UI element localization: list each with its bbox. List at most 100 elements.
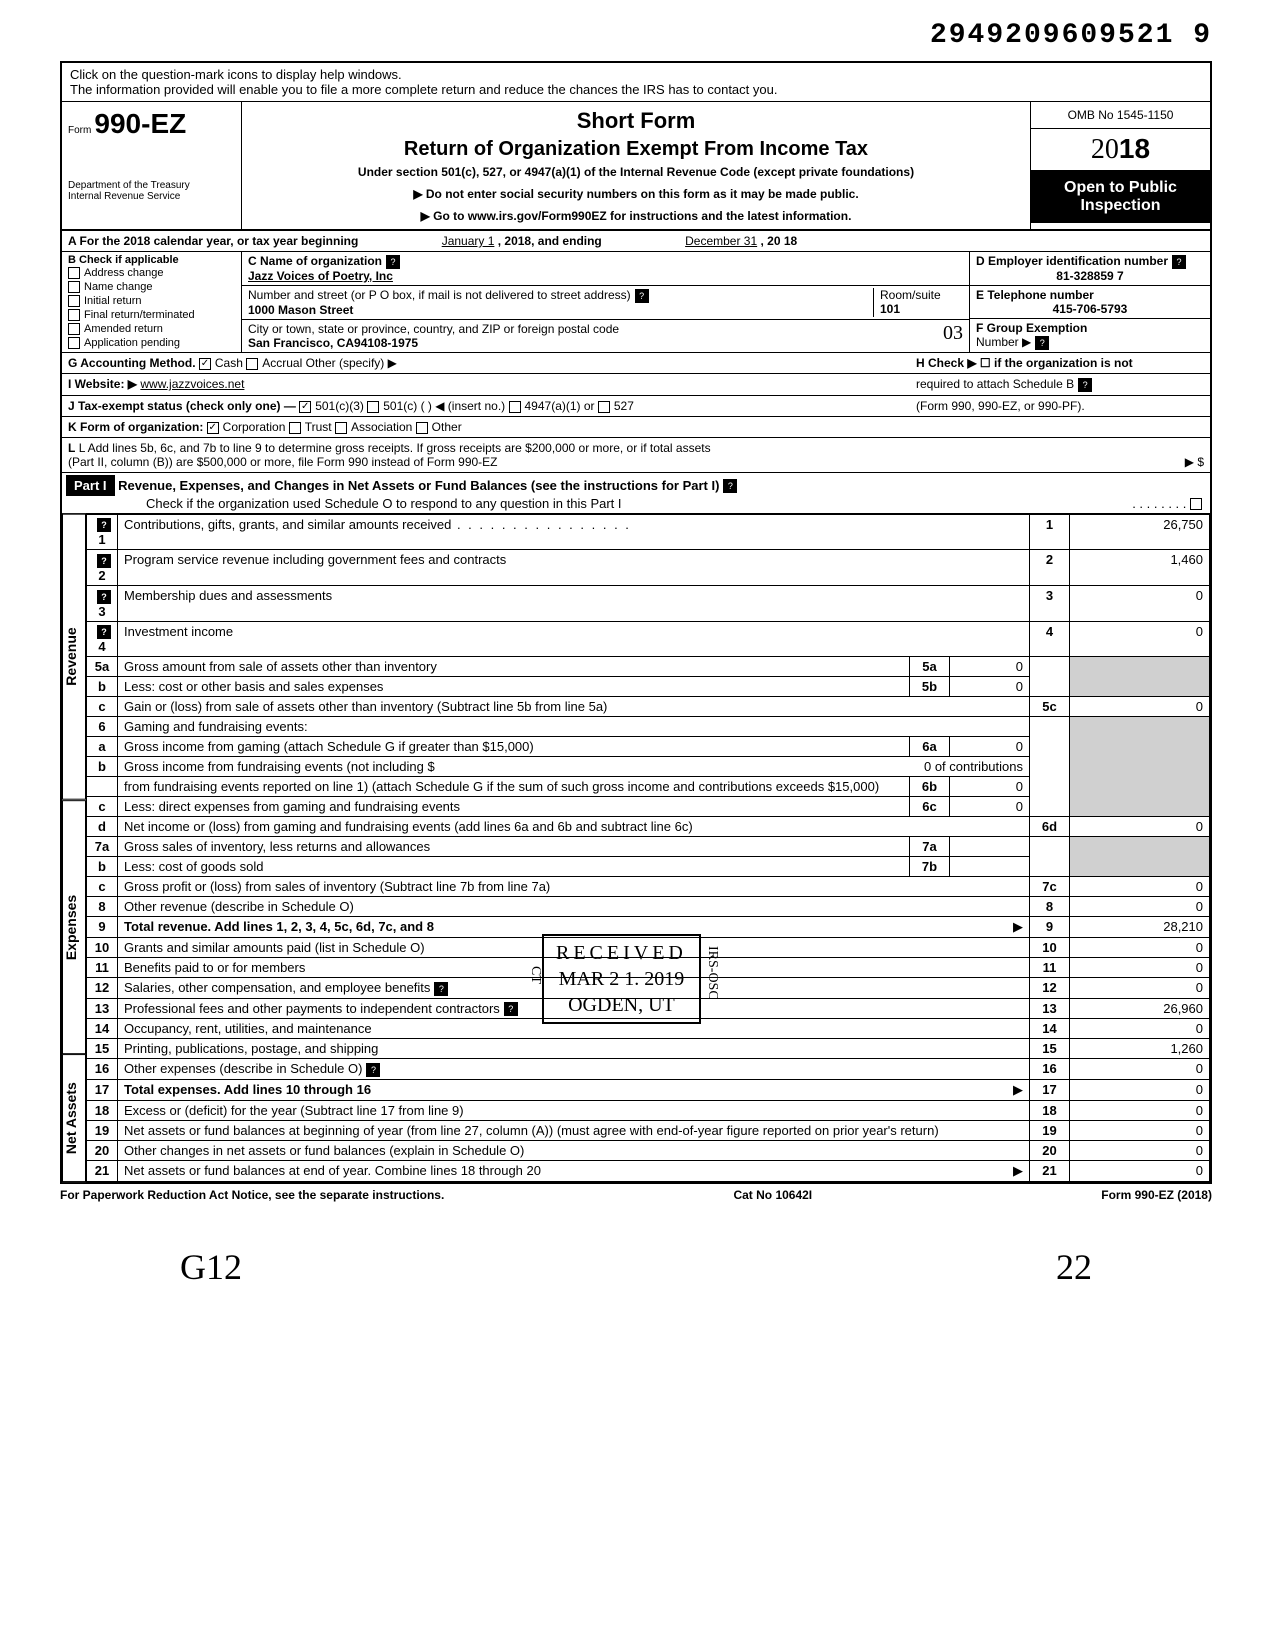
help-icon[interactable]: ? [386, 255, 400, 269]
cash-checkbox[interactable] [199, 358, 211, 370]
line17-val: 0 [1070, 1079, 1210, 1100]
line4-label: Investment income [124, 624, 233, 639]
phone-value: 415-706-5793 [976, 302, 1204, 316]
line6b-pre: Gross income from fundraising events (no… [124, 759, 435, 774]
form-number: 990-EZ [94, 108, 186, 139]
website-value: www.jazzvoices.net [140, 377, 244, 391]
expenses-side-label: Expenses [62, 800, 86, 1054]
received-stamp: RECEIVED MAR 2 1. 2019 OGDEN, UT IRS-OSC… [542, 934, 701, 1024]
527-checkbox[interactable] [598, 401, 610, 413]
final-return-checkbox[interactable] [68, 309, 80, 321]
j-501c: 501(c) ( [383, 399, 424, 413]
address-change-checkbox[interactable] [68, 267, 80, 279]
line15-val: 1,260 [1070, 1039, 1210, 1059]
assoc-checkbox[interactable] [335, 422, 347, 434]
line3-label: Membership dues and assessments [124, 588, 332, 603]
help-icon[interactable]: ? [635, 289, 649, 303]
other-checkbox[interactable] [416, 422, 428, 434]
line-a-label: A For the 2018 calendar year, or tax yea… [68, 234, 358, 248]
help-icon[interactable]: ? [1078, 378, 1092, 392]
help-icon[interactable]: ? [1172, 255, 1186, 269]
h-label2: required to attach Schedule B [916, 377, 1074, 391]
b-label: B Check if applicable [68, 254, 179, 266]
501c-checkbox[interactable] [367, 401, 379, 413]
line3-val: 0 [1070, 585, 1210, 621]
part1-title: Revenue, Expenses, and Changes in Net As… [118, 478, 719, 493]
line5a-label: Gross amount from sale of assets other t… [124, 659, 437, 674]
corp-checkbox[interactable] [207, 422, 219, 434]
help-icon[interactable]: ? [1035, 336, 1049, 350]
help-icon[interactable]: ? [723, 479, 737, 493]
k-label: K Form of organization: [68, 420, 203, 434]
line6d-box: 6d [1030, 817, 1070, 837]
help-icon[interactable]: ? [97, 590, 111, 604]
initial-return-checkbox[interactable] [68, 295, 80, 307]
help-line2: The information provided will enable you… [70, 82, 777, 97]
f-label2: Number ▶ [976, 335, 1031, 349]
footer: For Paperwork Reduction Act Notice, see … [60, 1184, 1212, 1206]
b-opt-0: Address change [84, 267, 164, 279]
line9-box: 9 [1030, 917, 1070, 938]
g-other: Other (specify) ▶ [306, 356, 397, 370]
line21-arrow: ▶ [1013, 1163, 1023, 1179]
j-label: J Tax-exempt status (check only one) — [68, 399, 296, 413]
line10-box: 10 [1030, 938, 1070, 958]
line-a-end: December 31 [685, 234, 757, 248]
line14-label: Occupancy, rent, utilities, and maintena… [124, 1021, 372, 1036]
line14-box: 14 [1030, 1019, 1070, 1039]
application-pending-checkbox[interactable] [68, 337, 80, 349]
return-title: Return of Organization Exempt From Incom… [248, 138, 1024, 161]
line5a-subval: 0 [950, 657, 1030, 677]
j-4947: 4947(a)(1) or [525, 399, 595, 413]
line6b-contrib: 0 of contributions [924, 759, 1023, 774]
help-icon[interactable]: ? [504, 1002, 518, 1016]
line-a: A For the 2018 calendar year, or tax yea… [62, 231, 1210, 252]
city-handwrite: 03 [943, 322, 963, 350]
accrual-checkbox[interactable] [246, 358, 258, 370]
line6b-subval: 0 [950, 777, 1030, 797]
schedule-o-checkbox[interactable] [1190, 498, 1202, 510]
footer-mid: Cat No 10642I [733, 1188, 812, 1202]
open-public-badge: Open to Public Inspection [1031, 171, 1210, 223]
line7c-val: 0 [1070, 877, 1210, 897]
line1-val: 26,750 [1070, 514, 1210, 550]
line6-label: Gaming and fundraising events: [124, 719, 308, 734]
help-icon[interactable]: ? [97, 518, 111, 532]
line-j: J Tax-exempt status (check only one) — 5… [62, 396, 1210, 417]
revenue-side-label: Revenue [62, 514, 86, 800]
line7b-sub: 7b [910, 857, 950, 877]
line18-val: 0 [1070, 1100, 1210, 1120]
city-label: City or town, state or province, country… [248, 322, 619, 336]
instruction-1: ▶ Do not enter social security numbers o… [248, 187, 1024, 201]
help-icon[interactable]: ? [366, 1063, 380, 1077]
footer-right: Form 990-EZ (2018) [1101, 1188, 1212, 1202]
line5b-label: Less: cost or other basis and sales expe… [124, 679, 383, 694]
d-label: D Employer identification number [976, 254, 1168, 268]
501c3-checkbox[interactable] [299, 401, 311, 413]
part1-check-text: Check if the organization used Schedule … [146, 496, 622, 511]
line7c-label: Gross profit or (loss) from sales of inv… [124, 879, 550, 894]
line19-box: 19 [1030, 1120, 1070, 1140]
line5c-val: 0 [1070, 697, 1210, 717]
line4-val: 0 [1070, 621, 1210, 657]
line10-val: 0 [1070, 938, 1210, 958]
4947-checkbox[interactable] [509, 401, 521, 413]
help-icon[interactable]: ? [97, 554, 111, 568]
room-value: 101 [880, 302, 900, 316]
amended-return-checkbox[interactable] [68, 323, 80, 335]
line2-val: 1,460 [1070, 550, 1210, 586]
help-icon[interactable]: ? [97, 625, 111, 639]
h-label3: (Form 990, 990-EZ, or 990-PF). [916, 399, 1085, 413]
line15-box: 15 [1030, 1039, 1070, 1059]
part1-header-row: Part I Revenue, Expenses, and Changes in… [62, 473, 1210, 514]
trust-checkbox[interactable] [289, 422, 301, 434]
j-insert: ) ◀ (insert no.) [428, 399, 505, 413]
name-change-checkbox[interactable] [68, 281, 80, 293]
line15-label: Printing, publications, postage, and shi… [124, 1041, 378, 1056]
f-label: F Group Exemption [976, 321, 1087, 335]
form-container: Click on the question-mark icons to disp… [60, 61, 1212, 1184]
footer-left: For Paperwork Reduction Act Notice, see … [60, 1188, 444, 1202]
line6b-mid: from fundraising events reported on line… [124, 779, 879, 794]
help-icon[interactable]: ? [434, 982, 448, 996]
line-i: I Website: ▶ www.jazzvoices.net required… [62, 374, 1210, 396]
